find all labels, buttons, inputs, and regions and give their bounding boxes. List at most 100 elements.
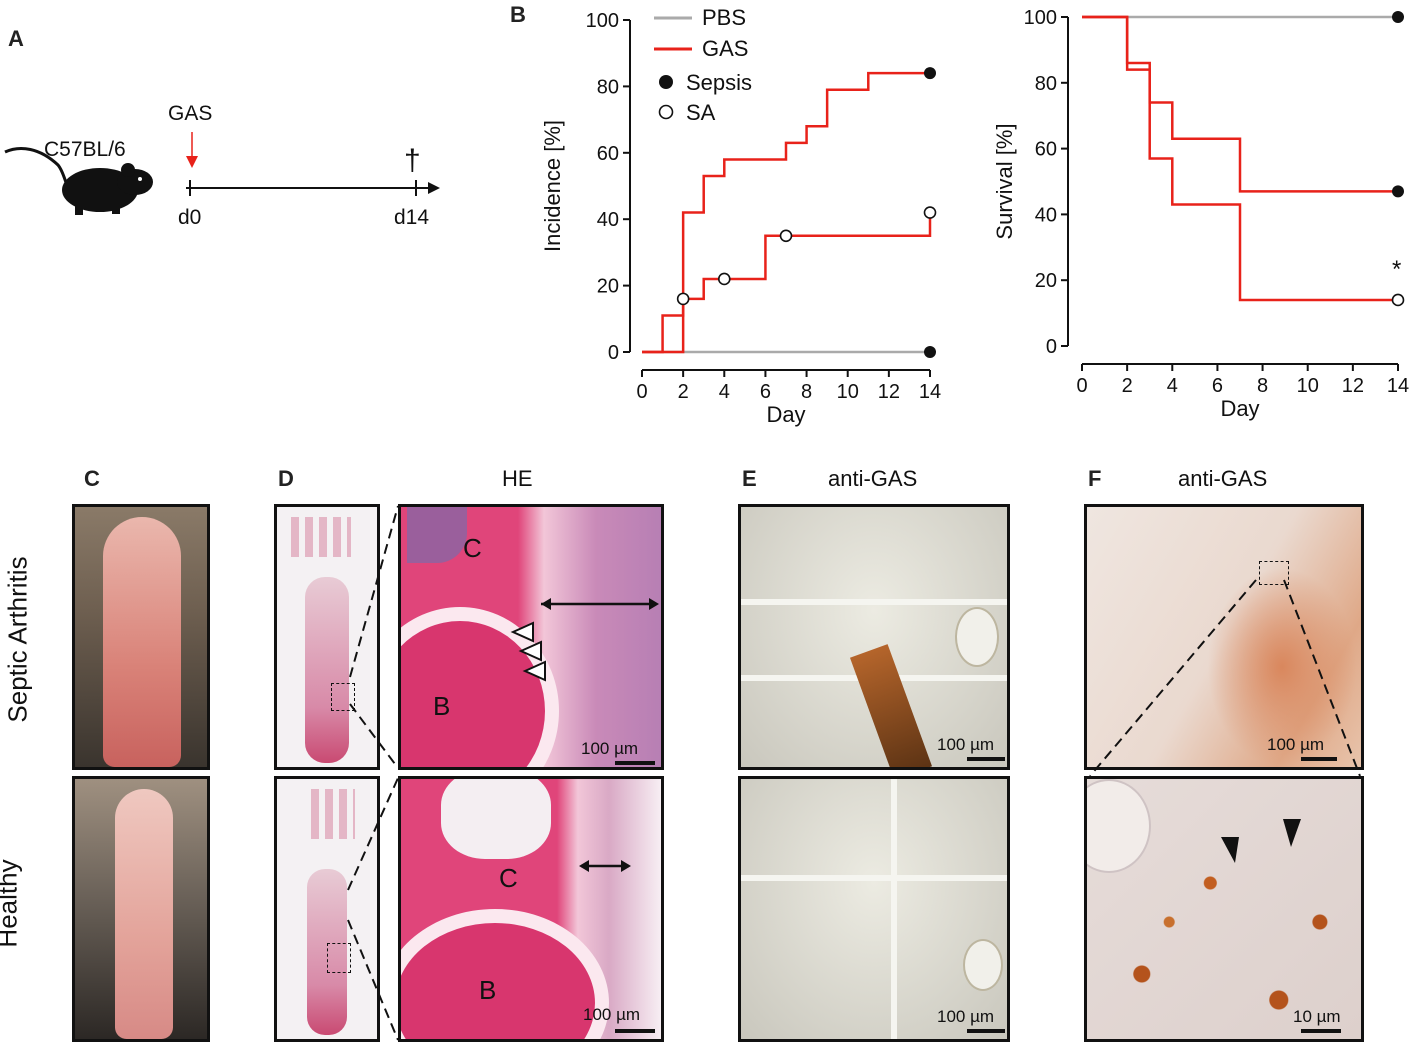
x-tick-label: 0 [1076,375,1087,397]
bone-label: B [433,691,451,721]
scale-label: 100 µm [583,1005,641,1024]
mouse-icon [4,147,153,215]
y-tick-label: 0 [1046,336,1057,358]
x-axis-label: Day [1220,396,1259,421]
he-zoom-septic: C B 100 µm [398,504,664,770]
end-marker-filled [1392,11,1404,23]
panel-letter-c: C [84,466,100,491]
endpoint-dagger: † [404,144,421,177]
x-tick-label: 14 [919,381,941,403]
scale-label: 100 µm [581,739,639,758]
panel-letter-a: A [8,26,24,51]
y-tick-label: 80 [597,76,619,98]
legend-pbs-label: PBS [702,5,746,30]
panel-a-timeline: C57BL/6 GAS d0 d14 † [4,102,440,229]
stain-label-anti-gas-f: anti-GAS [1178,466,1268,491]
end-marker-open [1391,293,1405,307]
x-tick-label: 2 [678,381,689,403]
data-point-open [717,272,731,286]
y-tick-label: 60 [597,143,619,165]
x-tick-label: 6 [1212,375,1223,397]
anti-gas-septic-image: 100 µm [738,504,1010,770]
x-tick-label: 8 [801,381,812,403]
series-line-sa [1082,15,1398,302]
x-tick-label: 10 [1297,375,1319,397]
y-tick-label: 40 [1035,204,1057,226]
stain-label-he: HE [502,466,533,491]
x-tick-label: 4 [1167,375,1178,397]
x-tick-label: 8 [1257,375,1268,397]
data-point-open [923,206,937,219]
stain-label-anti-gas-e: anti-GAS [828,466,918,491]
day-end-label: d14 [394,206,429,229]
x-tick-label: 6 [760,381,771,403]
y-tick-label: 20 [597,276,619,298]
scale-bar [615,761,655,765]
bone-label: B [479,975,497,1005]
he-zoom-healthy: C B 100 µm [398,776,664,1042]
x-tick-label: 14 [1387,375,1409,397]
x-tick-label: 0 [636,381,647,403]
data-point-open [779,229,793,243]
panel-letter-d: D [278,466,294,491]
end-marker-filled [924,346,936,358]
legend-sepsis-label: Sepsis [686,70,752,95]
scale-bar [1301,757,1337,761]
y-tick-label: 20 [1035,270,1057,292]
scale-label: 10 µm [1293,1007,1341,1026]
end-marker-filled [924,67,936,80]
survival-chart: 0 20 40 60 80 100 0 2 4 6 8 10 12 14 Day Survival [%] * [992,7,1409,421]
y-tick-label: 0 [608,342,619,364]
x-tick-label: 12 [1342,375,1364,397]
swollen-paw-shape [103,517,181,767]
arrowhead-icon [1221,837,1239,863]
arrowhead-icon [510,621,534,643]
paw-photo-healthy [72,776,210,1042]
paw-photo-septic [72,504,210,770]
zoom-connector-lines [347,505,399,1041]
scale-label: 100 µm [1267,735,1325,754]
data-point-open [676,292,690,306]
scale-label: 100 µm [937,1007,995,1026]
x-tick-label: 2 [1122,375,1133,397]
significance-asterisk: * [1392,256,1401,283]
y-tick-label: 100 [1024,7,1057,29]
panel-letter-f: F [1088,466,1102,491]
y-axis-label: Incidence [%] [540,120,565,252]
anti-gas-highmag-image: 10 µm [1084,776,1364,1042]
day-start-label: d0 [178,206,201,229]
anti-gas-healthy-image: 100 µm [738,776,1010,1042]
legend-sa-marker [658,104,674,120]
y-axis-label: Survival [%] [992,123,1017,239]
injection-arrow-icon [186,156,198,168]
legend-gas-label: GAS [702,36,748,61]
x-tick-label: 10 [837,381,859,403]
row-label-septic-arthritis: Septic Arthritis [2,556,33,723]
arrowhead-icon [1283,819,1301,847]
he-overview-septic [274,504,380,770]
series-line-sepsis [1082,15,1398,193]
x-tick-label: 4 [719,381,730,403]
scale-bar [967,757,1005,761]
injection-label: GAS [168,102,212,125]
timeline-arrowhead-icon [428,182,440,194]
y-tick-label: 80 [1035,73,1057,95]
cartilage-label: C [463,533,482,563]
cartilage-label: C [499,863,518,893]
he-overview-healthy [274,776,380,1042]
x-tick-label: 12 [878,381,900,403]
series-line-sepsis [642,71,930,354]
y-tick-label: 100 [586,10,619,32]
dab-positive-region [849,644,933,767]
dab-positive-region [1207,567,1357,767]
row-label-healthy: Healthy [0,859,23,948]
series-line-sa [642,212,932,354]
panel-letter-b: B [510,2,526,27]
mouse-strain-label: C57BL/6 [44,138,126,161]
arrowhead-icon [522,660,546,682]
healthy-paw-shape [115,789,173,1039]
panel-letter-e: E [742,466,757,491]
scale-label: 100 µm [937,735,995,754]
incidence-chart: 0 20 40 60 80 100 0 2 4 6 8 10 12 14 Day Incidence [%] P… [540,5,941,427]
arrowhead-icon [518,640,542,662]
